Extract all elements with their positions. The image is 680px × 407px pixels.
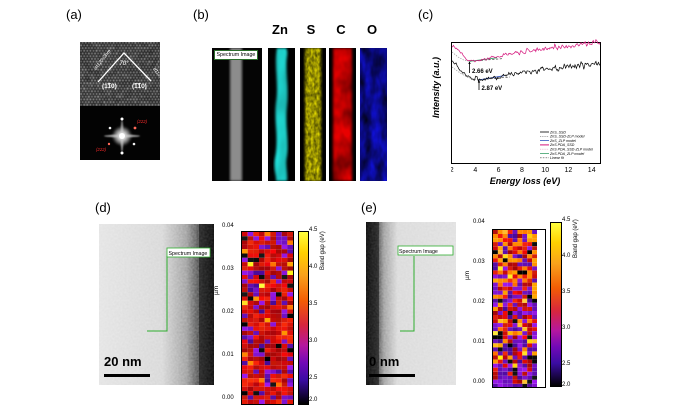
svg-text:(222): (222)	[137, 119, 148, 124]
svg-text:2.87 eV: 2.87 eV	[482, 86, 503, 92]
svg-text:(110): (110)	[102, 83, 117, 90]
svg-text:12: 12	[565, 167, 573, 174]
svg-text:14: 14	[588, 167, 596, 174]
svg-text:70°: 70°	[119, 61, 129, 67]
svg-text:Spectrum Image: Spectrum Image	[399, 249, 438, 255]
svg-text:Linear fit: Linear fit	[550, 156, 565, 160]
svg-text:2.66 eV: 2.66 eV	[472, 69, 493, 75]
svg-text:6: 6	[497, 167, 501, 174]
svg-text:Spectrum Image: Spectrum Image	[169, 251, 208, 257]
svg-text:2: 2	[451, 167, 454, 174]
svg-text:(110): (110)	[132, 83, 147, 90]
svg-text:10: 10	[541, 167, 549, 174]
svg-text:8: 8	[520, 167, 524, 174]
svg-text:(222): (222)	[96, 147, 107, 152]
svg-text:4: 4	[473, 167, 477, 174]
